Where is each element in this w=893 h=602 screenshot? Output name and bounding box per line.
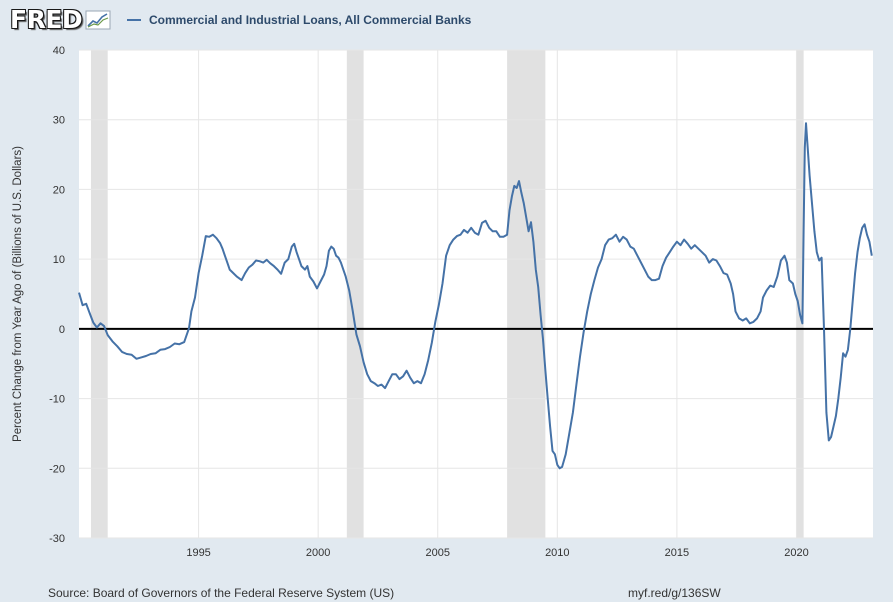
y-tick-label: 40 (53, 45, 65, 57)
y-tick-label: 10 (53, 254, 65, 266)
y-tick-label: 0 (59, 324, 65, 336)
x-tick-label: 2015 (665, 547, 689, 559)
logo-text: FRED (10, 5, 83, 34)
legend-swatch (127, 19, 141, 21)
x-tick-label: 2000 (306, 547, 330, 559)
y-tick-label: -30 (49, 533, 65, 545)
y-tick-label: 20 (53, 184, 65, 196)
x-tick-label: 2005 (425, 547, 449, 559)
source-note: Source: Board of Governors of the Federa… (48, 586, 395, 600)
short-url[interactable]: myf.red/g/136SW (628, 586, 721, 600)
x-tick-label: 2010 (545, 547, 569, 559)
legend-series-label: Commercial and Industrial Loans, All Com… (149, 13, 472, 27)
x-tick-label: 2020 (784, 547, 808, 559)
series-line (78, 122, 873, 470)
recession-band (346, 50, 364, 538)
recession-band (796, 50, 804, 538)
y-axis-label: Percent Change from Year Ago of (Billion… (12, 146, 24, 442)
recession-band (90, 50, 108, 538)
y-tick-label: -10 (49, 394, 65, 406)
fred-logo[interactable]: FRED (10, 5, 111, 34)
trend-logo-icon (85, 10, 111, 29)
y-tick-label: -20 (49, 463, 65, 475)
plot-area (79, 50, 873, 538)
x-tick-label: 1995 (186, 547, 210, 559)
chart-legend[interactable]: Commercial and Industrial Loans, All Com… (127, 13, 471, 27)
y-tick-label: 30 (53, 115, 65, 127)
